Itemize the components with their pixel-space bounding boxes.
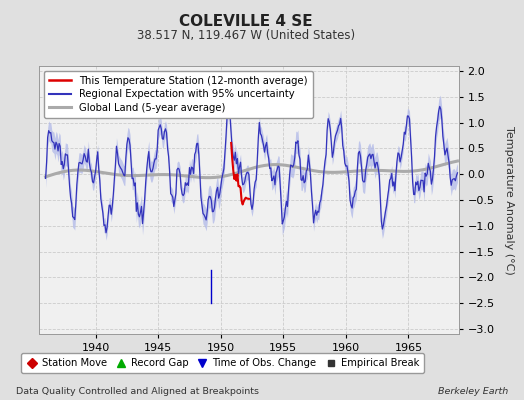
Text: Data Quality Controlled and Aligned at Breakpoints: Data Quality Controlled and Aligned at B… <box>16 387 259 396</box>
Legend: This Temperature Station (12-month average), Regional Expectation with 95% uncer: This Temperature Station (12-month avera… <box>45 71 313 118</box>
Text: Berkeley Earth: Berkeley Earth <box>438 387 508 396</box>
Text: COLEVILLE 4 SE: COLEVILLE 4 SE <box>179 14 313 30</box>
Text: 38.517 N, 119.467 W (United States): 38.517 N, 119.467 W (United States) <box>137 30 355 42</box>
Legend: Station Move, Record Gap, Time of Obs. Change, Empirical Break: Station Move, Record Gap, Time of Obs. C… <box>21 353 424 373</box>
Y-axis label: Temperature Anomaly (°C): Temperature Anomaly (°C) <box>504 126 514 274</box>
